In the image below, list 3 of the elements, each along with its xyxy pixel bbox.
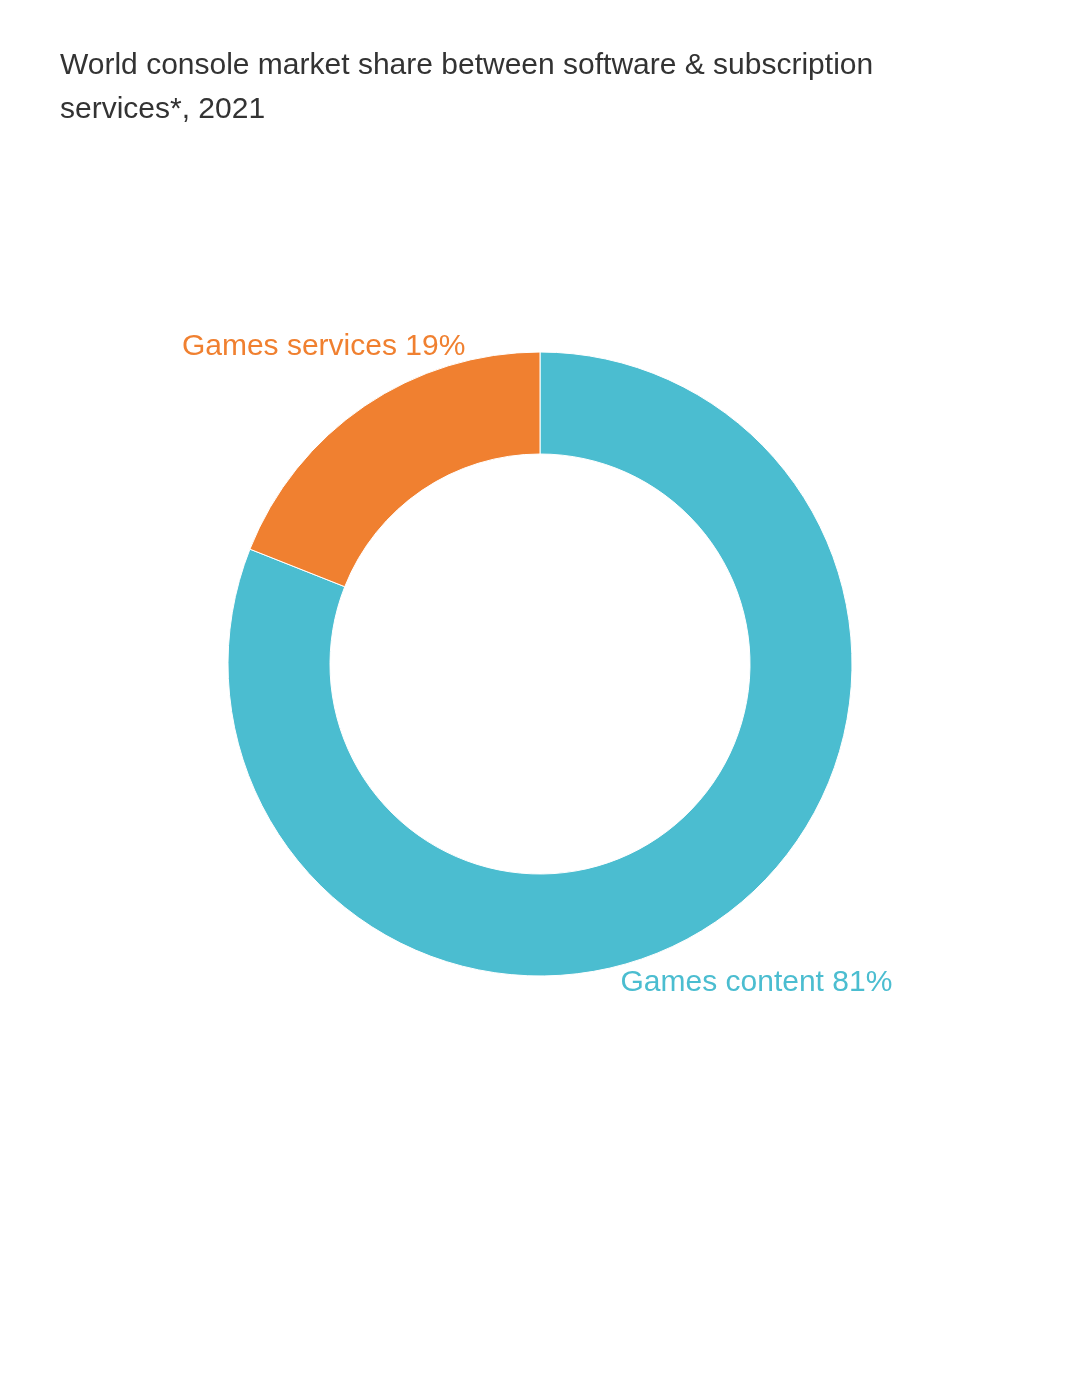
- slice-label: Games services 19%: [181, 327, 466, 361]
- slice-label: Games content 81%: [620, 964, 893, 998]
- chart-title: World console market share between software & subscription services*, 2021: [60, 47, 874, 124]
